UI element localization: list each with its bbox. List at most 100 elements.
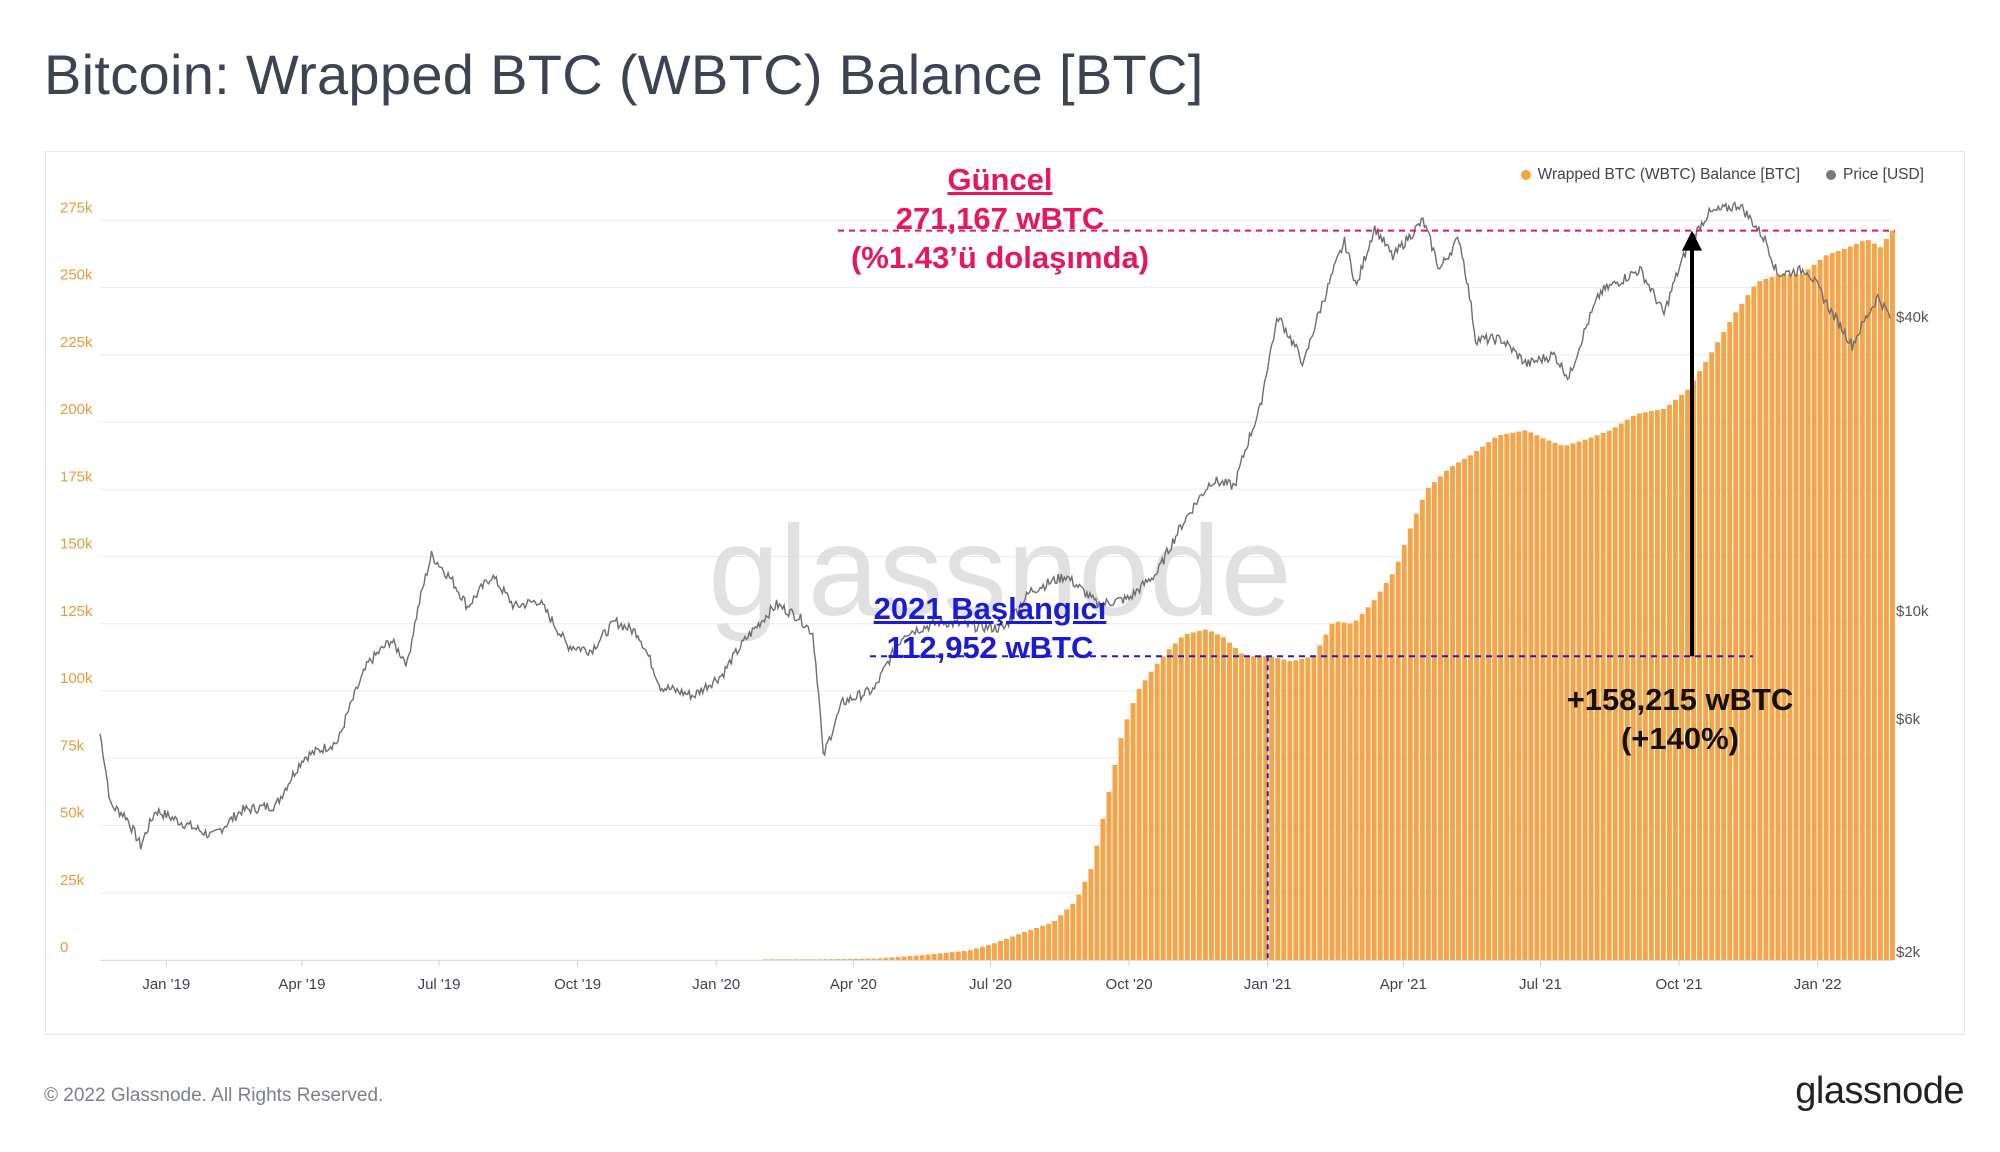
balance-bar bbox=[1100, 818, 1106, 960]
balance-bar bbox=[1431, 482, 1437, 960]
y-tick-left: 125k bbox=[60, 603, 93, 620]
balance-bar bbox=[811, 959, 817, 960]
balance-bar bbox=[1245, 656, 1251, 960]
balance-bar bbox=[1281, 659, 1287, 960]
balance-bar bbox=[1630, 415, 1636, 960]
balance-bar bbox=[1654, 410, 1660, 960]
balance-bar bbox=[817, 959, 823, 960]
chart-panel bbox=[45, 151, 1965, 1035]
balance-bar bbox=[1787, 274, 1793, 960]
legend-dot-price bbox=[1826, 170, 1837, 180]
x-tick-label: Apr '21 bbox=[1380, 976, 1427, 993]
balance-bar bbox=[1172, 643, 1178, 960]
start-annotation-title: 2021 Başlangıcı bbox=[873, 591, 1107, 626]
balance-bar bbox=[1413, 513, 1419, 960]
balance-bar bbox=[1022, 932, 1028, 960]
balance-bar bbox=[1763, 278, 1769, 961]
delta-annotation-percent: (+140%) bbox=[1620, 721, 1740, 756]
legend-item-balance[interactable]: Wrapped BTC (WBTC) Balance [BTC] bbox=[1520, 166, 1800, 184]
balance-bar bbox=[1196, 630, 1202, 960]
balance-bar bbox=[1407, 528, 1413, 960]
balance-bar bbox=[1299, 658, 1305, 960]
balance-bar bbox=[1588, 437, 1594, 960]
balance-bar bbox=[1341, 622, 1347, 960]
current-annotation: Güncel 271,167 wBTC (%1.43’ü dolaşımda) bbox=[800, 160, 1200, 277]
balance-bar bbox=[1823, 255, 1829, 960]
balance-bar bbox=[1546, 440, 1552, 960]
balance-bar bbox=[1673, 399, 1678, 961]
balance-bar bbox=[1034, 927, 1040, 960]
balance-bar bbox=[1534, 435, 1540, 960]
balance-bar bbox=[1269, 656, 1275, 960]
balance-bar bbox=[1184, 633, 1190, 960]
x-tick-label: Oct '20 bbox=[1106, 976, 1153, 993]
balance-bar bbox=[1305, 657, 1311, 960]
y-tick-left: 275k bbox=[60, 199, 93, 216]
x-tick-label: Apr '19 bbox=[278, 976, 325, 993]
balance-bar bbox=[919, 955, 925, 960]
balance-bar bbox=[853, 958, 859, 960]
balance-bar bbox=[889, 957, 895, 960]
y-tick-left: 100k bbox=[60, 670, 93, 687]
balance-bar bbox=[1335, 621, 1341, 960]
balance-bar bbox=[1437, 476, 1443, 960]
balance-bar bbox=[925, 954, 931, 960]
balance-bar bbox=[1727, 322, 1733, 960]
x-axis: Jan '19 Apr '19 Jul '19 Oct '19 Jan '20 Apr '… bbox=[100, 960, 1893, 993]
balance-bar bbox=[1636, 413, 1642, 960]
balance-bar bbox=[1666, 404, 1672, 960]
balance-bar bbox=[1739, 303, 1745, 961]
balance-bar bbox=[1353, 620, 1359, 960]
balance-bar bbox=[1088, 869, 1094, 960]
balance-bar bbox=[768, 959, 774, 960]
delta-arrow-head bbox=[1682, 230, 1702, 251]
balance-bar bbox=[1510, 432, 1516, 960]
balance-bar bbox=[1064, 909, 1070, 960]
balance-bar bbox=[847, 958, 853, 960]
balance-bar bbox=[1359, 613, 1365, 960]
balance-bar bbox=[937, 953, 943, 960]
balance-bar bbox=[1311, 656, 1317, 960]
balance-bar bbox=[1082, 881, 1088, 960]
start-annotation: 2021 Başlangıcı 112,952 wBTC bbox=[810, 589, 1170, 667]
balance-bar bbox=[1287, 661, 1293, 960]
balance-bar bbox=[1419, 499, 1425, 960]
balance-bar bbox=[1227, 642, 1232, 960]
balance-bar bbox=[1214, 634, 1220, 960]
balance-bar bbox=[1046, 923, 1052, 960]
balance-bar bbox=[1450, 466, 1455, 960]
balance-bar bbox=[1492, 437, 1498, 961]
balance-bar bbox=[1793, 274, 1799, 960]
balance-bar bbox=[1715, 342, 1721, 961]
balance-bar bbox=[762, 959, 768, 960]
balance-bar bbox=[1691, 380, 1697, 961]
balance-bar bbox=[1052, 920, 1058, 960]
price-line bbox=[99, 200, 1891, 850]
balance-bar bbox=[1070, 903, 1076, 960]
balance-bar bbox=[1160, 656, 1166, 960]
balance-bar bbox=[1558, 445, 1564, 960]
balance-bar bbox=[877, 958, 883, 960]
current-annotation-note: (%1.43’ü dolaşımda) bbox=[850, 240, 1150, 275]
balance-bar bbox=[1769, 276, 1775, 961]
balance-bar bbox=[841, 959, 847, 960]
balance-bar bbox=[1028, 930, 1034, 960]
balance-bar bbox=[1010, 936, 1015, 960]
balance-bar bbox=[883, 957, 889, 960]
balance-bar bbox=[1847, 246, 1853, 960]
balance-bar bbox=[1660, 408, 1666, 960]
balance-bar bbox=[865, 958, 871, 960]
balance-bar bbox=[1516, 431, 1522, 960]
legend-item-price[interactable]: Price [USD] bbox=[1826, 166, 1924, 184]
balance-bar bbox=[1600, 433, 1606, 960]
balance-bar bbox=[871, 958, 877, 960]
balance-bar bbox=[1468, 455, 1474, 960]
x-tick-label: Oct '19 bbox=[554, 976, 601, 993]
balance-bar bbox=[1094, 845, 1100, 960]
balance-bar bbox=[1648, 411, 1654, 960]
y-tick-left: 250k bbox=[60, 267, 93, 284]
balance-bar bbox=[1142, 680, 1148, 960]
balance-bar bbox=[1124, 719, 1130, 960]
y-tick-left: 0 bbox=[60, 939, 68, 956]
balance-bar bbox=[949, 952, 955, 960]
